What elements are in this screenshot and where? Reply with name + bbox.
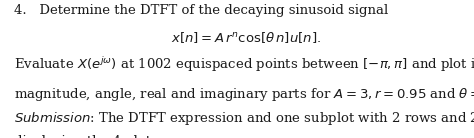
Text: $\it{Submission}$: The DTFT expression and one subplot with 2 rows and 2 columns: $\it{Submission}$: The DTFT expression a… [14,110,474,127]
Text: displaying the 4 plots.: displaying the 4 plots. [14,135,162,138]
Text: magnitude, angle, real and imaginary parts for $A = 3, r = 0.95$ and $\theta = \: magnitude, angle, real and imaginary par… [14,83,474,109]
Text: Evaluate $X(e^{j\omega})$ at 1002 equispaced points between $[-\pi, \pi]$ and pl: Evaluate $X(e^{j\omega})$ at 1002 equisp… [14,55,474,74]
Text: $x[n] = A\,r^n\cos[\theta\, n]u[n].$: $x[n] = A\,r^n\cos[\theta\, n]u[n].$ [172,30,321,45]
Text: 4.   Determine the DTFT of the decaying sinusoid signal: 4. Determine the DTFT of the decaying si… [14,4,389,17]
